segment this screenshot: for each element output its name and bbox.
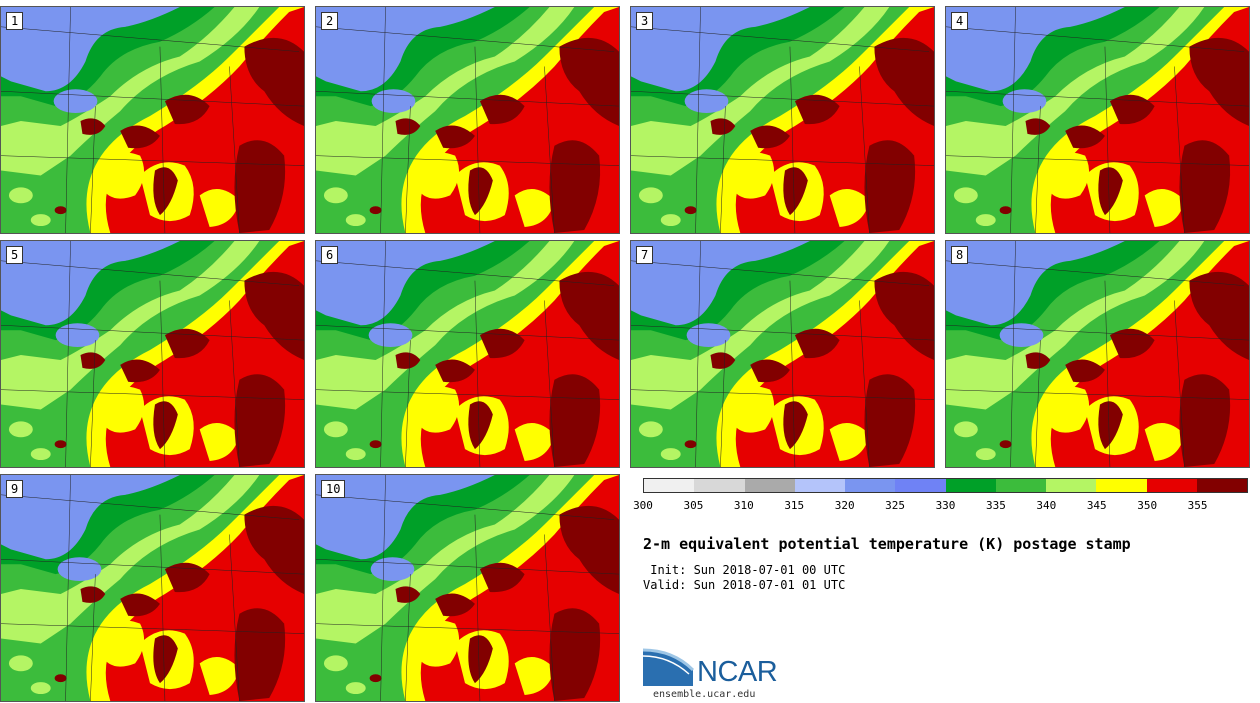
map-panel: 5 bbox=[0, 240, 305, 468]
colorbar-tick-label: 340 bbox=[1036, 499, 1057, 512]
colorbar bbox=[643, 478, 1248, 493]
panel-number: 6 bbox=[321, 246, 339, 264]
map-panel: 7 bbox=[630, 240, 935, 468]
logo-url: ensemble.ucar.edu bbox=[653, 689, 756, 700]
panel-number: 10 bbox=[321, 480, 346, 498]
ncar-logo-icon bbox=[643, 648, 695, 686]
colorbar-tick-label: 315 bbox=[784, 499, 805, 512]
colorbar-ticks: 300 305 310 315 320 325 330 335 340 345 350 355 bbox=[633, 499, 1248, 513]
colorbar-cell bbox=[1146, 479, 1197, 492]
map-panel: 6 bbox=[315, 240, 620, 468]
colorbar-cell bbox=[895, 479, 946, 492]
colorbar-cell bbox=[945, 479, 996, 492]
colorbar-cell bbox=[1046, 479, 1097, 492]
colorbar-cell bbox=[1196, 479, 1247, 492]
map-panel: 3 bbox=[630, 6, 935, 234]
colorbar-cell bbox=[995, 479, 1046, 492]
colorbar-cell bbox=[794, 479, 845, 492]
map-panel: 9 bbox=[0, 474, 305, 702]
colorbar-tick-label: 325 bbox=[885, 499, 906, 512]
logo-name: NCAR bbox=[697, 656, 778, 688]
colorbar-cell bbox=[744, 479, 795, 492]
map-panel: 2 bbox=[315, 6, 620, 234]
colorbar-tick-label: 355 bbox=[1187, 499, 1208, 512]
panel-number: 3 bbox=[636, 12, 654, 30]
colorbar-tick-label: 310 bbox=[733, 499, 754, 512]
colorbar-tick-label: 330 bbox=[935, 499, 956, 512]
figure-title: 2-m equivalent potential temperature (K)… bbox=[643, 535, 1131, 553]
colorbar-tick-label: 345 bbox=[1086, 499, 1107, 512]
colorbar-tick-label: 305 bbox=[683, 499, 704, 512]
panel-number: 9 bbox=[6, 480, 24, 498]
panel-number: 8 bbox=[951, 246, 969, 264]
init-time: Init: Sun 2018-07-01 00 UTC bbox=[643, 563, 846, 577]
panel-number: 5 bbox=[6, 246, 24, 264]
panel-number: 4 bbox=[951, 12, 969, 30]
panel-number: 7 bbox=[636, 246, 654, 264]
panel-number: 2 bbox=[321, 12, 339, 30]
panel-number: 1 bbox=[6, 12, 24, 30]
map-panel: 8 bbox=[945, 240, 1250, 468]
colorbar-tick-label: 335 bbox=[985, 499, 1006, 512]
map-panel: 10 bbox=[315, 474, 620, 702]
colorbar-tick-label: 320 bbox=[834, 499, 855, 512]
valid-time: Valid: Sun 2018-07-01 01 UTC bbox=[643, 578, 846, 592]
colorbar-tick-label: 300 bbox=[633, 499, 653, 512]
colorbar-cell bbox=[845, 479, 896, 492]
map-panel: 4 bbox=[945, 6, 1250, 234]
colorbar-cell bbox=[644, 479, 695, 492]
colorbar-cell bbox=[1096, 479, 1147, 492]
colorbar-cell bbox=[694, 479, 745, 492]
colorbar-tick-label: 350 bbox=[1137, 499, 1158, 512]
map-panel: 1 bbox=[0, 6, 305, 234]
